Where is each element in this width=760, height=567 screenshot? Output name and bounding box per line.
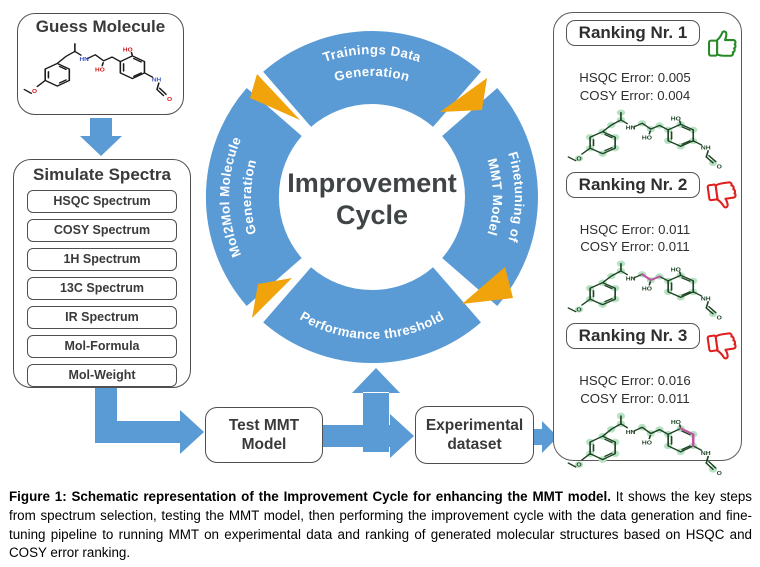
ranking-2-cosy-error: COSY Error: 0.011	[580, 239, 690, 255]
svg-text:HO: HO	[671, 268, 681, 273]
thumbs-down-icon	[705, 177, 742, 219]
svg-text:NH: NH	[701, 450, 711, 456]
arrow-guess-to-simulate	[80, 118, 122, 156]
ranking-2-title: Ranking Nr. 2	[566, 171, 700, 198]
svg-text:O: O	[576, 462, 582, 468]
svg-text:HO: HO	[642, 287, 652, 292]
svg-text:O: O	[32, 89, 37, 94]
svg-text:HN: HN	[79, 58, 88, 63]
thumbs-up-icon	[705, 25, 742, 67]
ranking-3-cosy-error: COSY Error: 0.011	[580, 391, 690, 407]
thumbs-down-icon	[705, 328, 742, 370]
spectrum-item-13c: 13C Spectrum	[27, 277, 177, 300]
spectrum-item-ir: IR Spectrum	[27, 306, 177, 329]
arrow-experimental-to-rankings	[533, 421, 558, 453]
spectrum-item-1h: 1H Spectrum	[27, 248, 177, 271]
ranking-card-2: Ranking Nr. 2 HSQC Error: 0.011 COSY Err…	[566, 171, 739, 324]
cycle-label-finetuning: Finetuning of	[505, 150, 526, 245]
guess-molecule-box: Guess Molecule O HN HO HO NH O	[17, 13, 184, 115]
svg-text:O: O	[576, 156, 582, 161]
svg-text:HN: HN	[626, 429, 636, 435]
ranking-2-hsqc-error: HSQC Error: 0.011	[579, 221, 691, 237]
figure-caption: Figure 1: Schematic representation of th…	[9, 488, 752, 563]
cycle-marker-icon	[252, 278, 292, 318]
svg-text:HO: HO	[671, 420, 681, 426]
svg-text:NH: NH	[701, 145, 711, 150]
svg-text:NH: NH	[701, 297, 711, 302]
svg-text:Trainings Data: Trainings Data	[321, 42, 423, 65]
cycle-label-finetuning-2: MMT Model	[484, 157, 504, 238]
cycle-center-label: Improvement Cycle	[287, 168, 457, 230]
ranking-3-hsqc-error: HSQC Error: 0.016	[579, 373, 691, 389]
arrow-simulate-to-test	[95, 386, 204, 454]
simulate-spectra-title: Simulate Spectra	[33, 165, 171, 184]
svg-text:HN: HN	[626, 277, 636, 282]
svg-text:HO: HO	[642, 440, 652, 446]
guess-molecule-structure: O HN HO HO NH O	[24, 43, 172, 103]
ranking-1-hsqc-error: HSQC Error: 0.005	[579, 70, 691, 85]
improvement-cycle: Trainings Data Generation Finetuning of …	[205, 29, 539, 367]
svg-text:HO: HO	[95, 68, 105, 73]
svg-text:Finetuning of: Finetuning of	[505, 150, 527, 245]
spectrum-item-hsqc: HSQC Spectrum	[27, 190, 177, 213]
ranking-card-1: Ranking Nr. 1 HSQC Error: 0.005 COSY Err…	[566, 20, 737, 172]
spectrum-item-formula: Mol-Formula	[27, 335, 177, 358]
spectrum-item-weight: Mol-Weight	[27, 364, 177, 387]
ranking-3-molecule-structure: O HN HO HO NH O	[568, 412, 723, 477]
cycle-marker-icon	[440, 78, 487, 112]
svg-text:NH: NH	[152, 78, 161, 83]
svg-text:O: O	[576, 308, 582, 313]
ranking-card-3: Ranking Nr. 3 HSQC Error: 0.016 COSY Err…	[566, 323, 739, 479]
experimental-dataset-box: Experimental dataset	[415, 406, 534, 464]
ranking-3-title: Ranking Nr. 3	[566, 323, 700, 350]
svg-text:HO: HO	[642, 136, 652, 141]
svg-text:HN: HN	[626, 126, 636, 131]
figure-caption-rest: It shows the key steps from spectrum sel…	[9, 489, 752, 561]
svg-text:O: O	[717, 316, 723, 321]
svg-text:HO: HO	[671, 116, 681, 121]
svg-text:MMT Model: MMT Model	[484, 157, 505, 238]
svg-text:O: O	[717, 471, 723, 477]
svg-text:HO: HO	[123, 48, 133, 53]
simulate-spectra-box: Simulate Spectra HSQC Spectrum COSY Spec…	[13, 159, 191, 388]
cycle-marker-icon	[250, 74, 300, 120]
svg-text:O: O	[717, 165, 723, 170]
ranking-1-cosy-error: COSY Error: 0.004	[579, 87, 691, 103]
rankings-panel: Ranking Nr. 1 HSQC Error: 0.005 COSY Err…	[553, 12, 742, 477]
figure-caption-bold: Figure 1: Schematic representation of th…	[9, 489, 611, 504]
test-mmt-model-box: Test MMT Model	[205, 407, 323, 463]
svg-text:O: O	[167, 98, 172, 103]
guess-molecule-title: Guess Molecule	[35, 17, 166, 36]
arrow-up-to-cycle	[352, 368, 400, 452]
ranking-1-molecule-structure: O HN HO HO NH O	[568, 109, 723, 170]
cycle-marker-icon	[462, 267, 513, 304]
cycle-ring: Trainings Data Generation Finetuning of …	[205, 31, 538, 364]
ranking-1-title: Ranking Nr. 1	[566, 20, 700, 46]
cycle-label-trainings-data: Trainings Data	[321, 42, 423, 65]
spectrum-item-cosy: COSY Spectrum	[27, 219, 177, 242]
ranking-2-molecule-structure: O HN HO HO NH O	[568, 260, 723, 321]
